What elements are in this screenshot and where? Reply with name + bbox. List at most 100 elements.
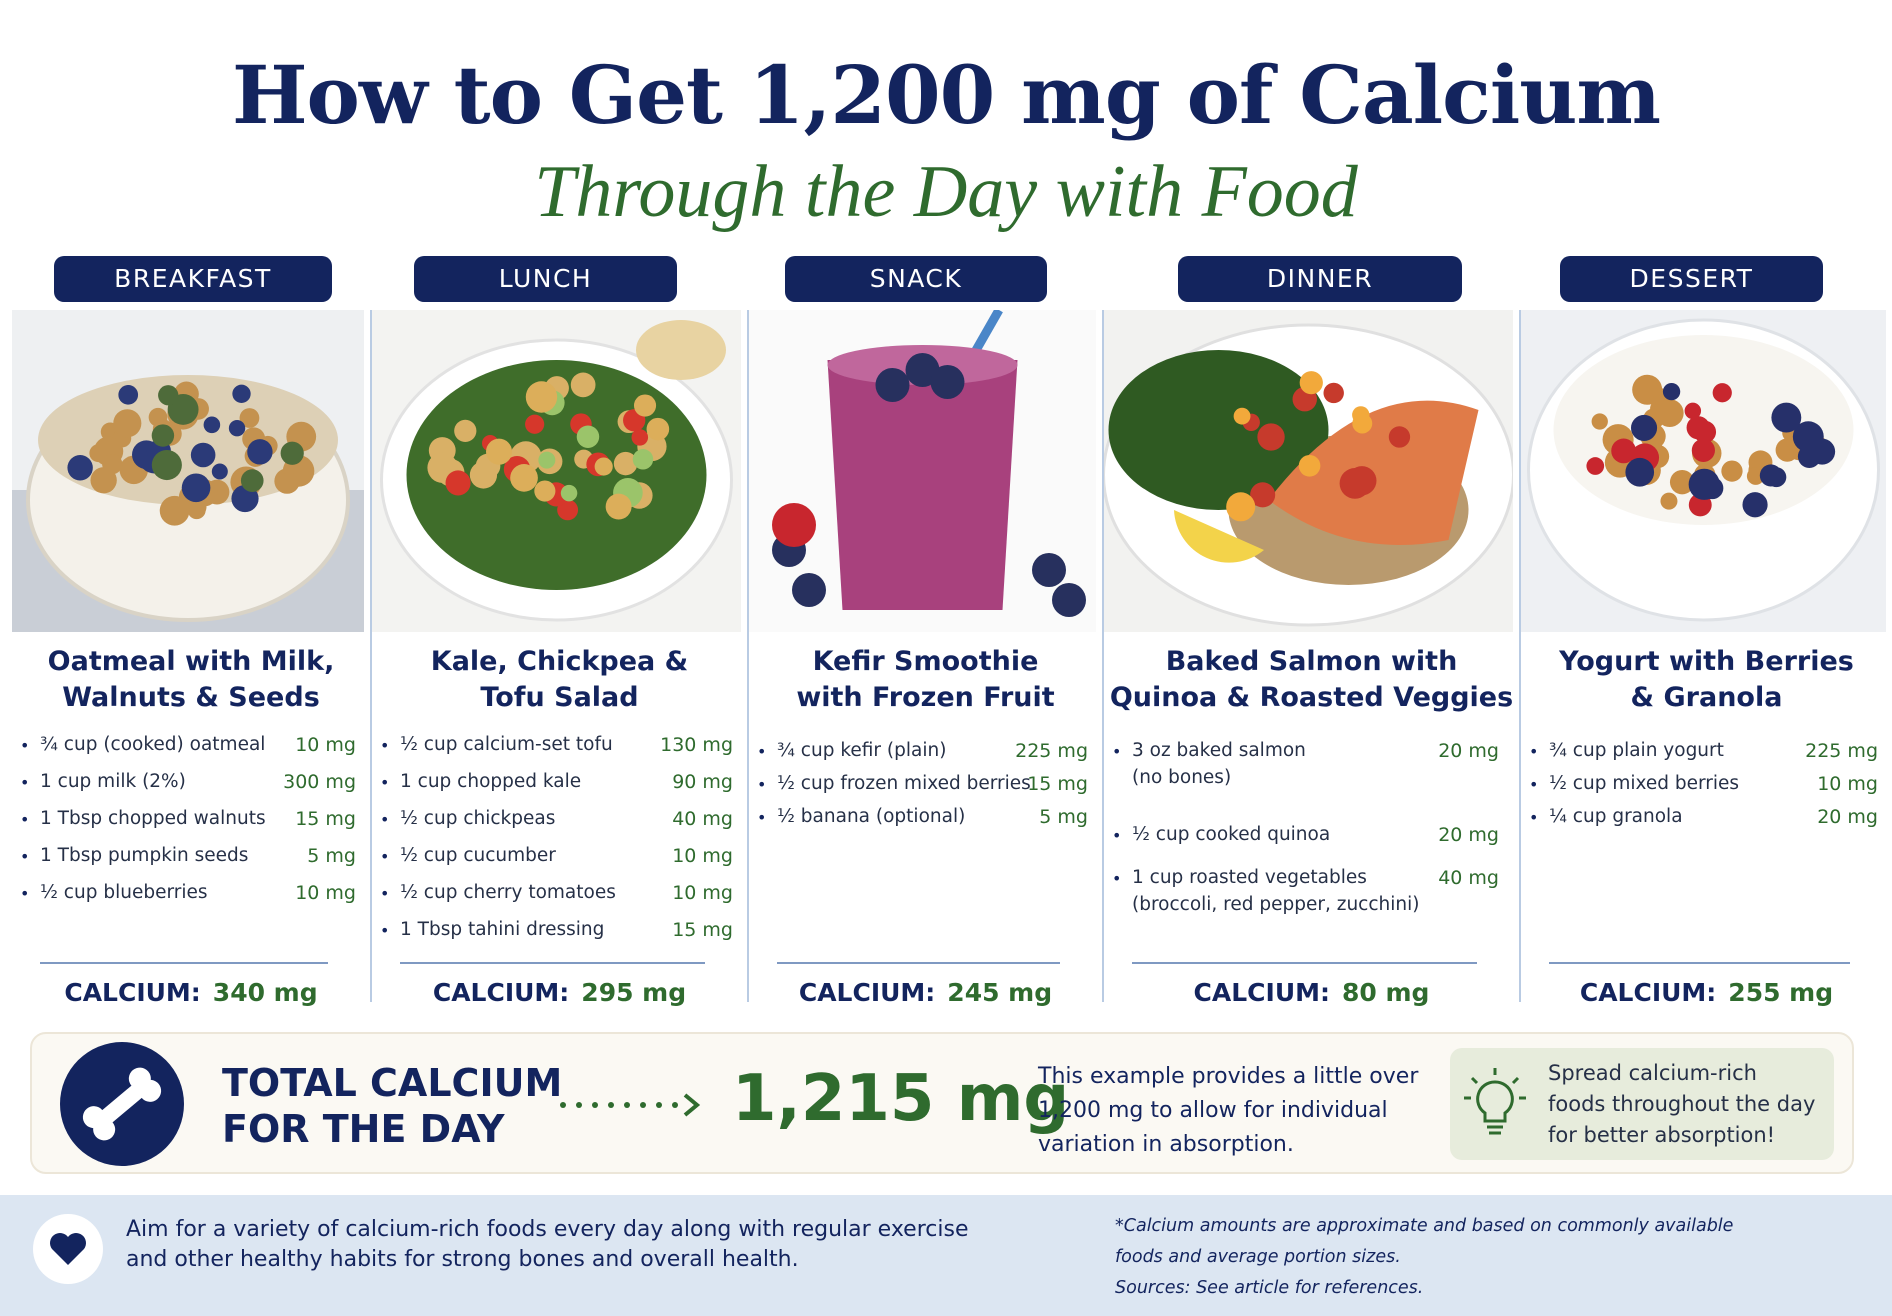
illustration-part — [792, 573, 826, 607]
total-label: CALCIUM: — [1579, 978, 1717, 1007]
message-line: Aim for a variety of calcium-rich foods … — [126, 1217, 969, 1242]
column-separator — [370, 310, 372, 1002]
illustration-part — [1257, 423, 1285, 451]
illustration-part — [576, 425, 600, 448]
total-label-line: TOTAL CALCIUM — [222, 1061, 563, 1105]
disclaimer: *Calcium amounts are approximate and bas… — [1115, 1211, 1733, 1304]
column-separator — [747, 310, 749, 1002]
total-value: 80 mg — [1342, 978, 1430, 1007]
dish-line: & Granola — [1630, 682, 1783, 713]
bullet: • — [1112, 826, 1122, 845]
total-value: 255 mg — [1728, 978, 1834, 1007]
item-food: 1 cup chopped kale — [400, 771, 582, 792]
item-food: 3 oz baked salmon — [1132, 740, 1306, 761]
total-label: TOTAL CALCIUM FOR THE DAY — [222, 1060, 562, 1152]
illustration-part — [1684, 402, 1702, 420]
note-line: 1,200 mg to allow for individual — [1038, 1098, 1388, 1123]
column-rule — [40, 962, 328, 964]
column-rule — [777, 962, 1060, 964]
dish-name: Oatmeal with Milk, Walnuts & Seeds — [12, 644, 370, 716]
meal-photo — [1521, 310, 1886, 632]
item-detail: (broccoli, red pepper, zucchini) — [1132, 894, 1420, 915]
lightbulb-icon — [1464, 1068, 1526, 1135]
item-food: 1 cup roasted vegetables — [1132, 867, 1367, 888]
illustration-part — [159, 495, 190, 526]
illustration-part — [636, 320, 726, 380]
total-amount: 1,215 mg — [732, 1062, 1070, 1136]
dish-name: Yogurt with Berries & Granola — [1521, 644, 1892, 716]
illustration-part — [1108, 350, 1329, 510]
bullet: • — [20, 847, 30, 866]
illustration-part — [469, 461, 498, 489]
total-value: 340 mg — [212, 978, 318, 1007]
bullet: • — [380, 736, 390, 755]
illustration-part — [1233, 407, 1251, 425]
food-illustration — [749, 310, 1096, 632]
bullet: • — [757, 808, 767, 827]
item-amount: 15 mg — [672, 919, 733, 941]
meal-label: BREAKFAST — [54, 256, 332, 302]
illustration-part — [827, 360, 1018, 610]
item-amount: 15 mg — [1027, 773, 1088, 795]
illustration-part — [613, 451, 638, 476]
illustration-part — [1298, 454, 1321, 477]
illustration-part — [486, 438, 513, 465]
illustration-part — [1669, 469, 1695, 495]
total-label: CALCIUM: — [432, 978, 570, 1007]
illustration-part — [454, 419, 477, 443]
item-food: ¾ cup (cooked) oatmeal — [40, 734, 266, 755]
column-rule — [1132, 962, 1477, 964]
item-food: ½ banana (optional) — [777, 806, 966, 827]
meal-photo — [1104, 310, 1513, 632]
item-food: ½ cup chickpeas — [400, 808, 556, 829]
illustration-part — [1611, 438, 1637, 464]
item-amount: 20 mg — [1438, 740, 1499, 762]
item-amount: 15 mg — [295, 808, 356, 830]
bullet: • — [757, 775, 767, 794]
bullet: • — [1112, 742, 1122, 761]
item-food: ¼ cup granola — [1549, 806, 1683, 827]
illustration-part — [232, 384, 251, 403]
illustration-part — [1712, 383, 1732, 403]
illustration-part — [1174, 510, 1264, 563]
item-amount: 40 mg — [672, 808, 733, 830]
dish-line: Yogurt with Berries — [1559, 646, 1854, 677]
illustration-part — [280, 441, 304, 465]
dish-line: Baked Salmon with — [1165, 646, 1458, 677]
dish-line: Kefir Smoothie — [812, 646, 1039, 677]
illustration-part — [151, 424, 175, 447]
footer: Aim for a variety of calcium-rich foods … — [0, 1195, 1892, 1316]
total-label-line: FOR THE DAY — [222, 1107, 505, 1151]
tip-box: Spread calcium-rich foods throughout the… — [1450, 1048, 1834, 1160]
illustration-part — [605, 493, 632, 520]
item-food: 1 Tbsp tahini dressing — [400, 919, 605, 940]
illustration-part — [646, 417, 670, 441]
item-amount: 10 mg — [1817, 773, 1878, 795]
item-amount: 300 mg — [283, 771, 356, 793]
illustration-part — [1766, 467, 1787, 488]
bone-icon — [60, 1042, 184, 1166]
message-line: and other healthy habits for strong bone… — [126, 1247, 799, 1272]
food-illustration — [1104, 310, 1513, 632]
illustration-part — [203, 416, 221, 434]
meal-total: CALCIUM: 255 mg — [1521, 978, 1892, 1007]
bullet: • — [20, 736, 30, 755]
column-separator — [1102, 310, 1104, 1002]
item-food: ½ cup cherry tomatoes — [400, 882, 616, 903]
bullet: • — [1529, 742, 1539, 761]
subtitle: Through the Day with Food — [534, 151, 1358, 233]
item-food: ½ cup cooked quinoa — [1132, 824, 1331, 845]
dish-line: Oatmeal with Milk, — [47, 646, 335, 677]
note-line: variation in absorption. — [1038, 1132, 1294, 1157]
bullet: • — [380, 884, 390, 903]
illustration-part — [1226, 492, 1256, 522]
food-illustration — [1521, 310, 1886, 632]
illustration-part — [1388, 426, 1411, 448]
dish-line: Quinoa & Roasted Veggies — [1109, 682, 1514, 713]
dish-name: Kefir Smoothie with Frozen Fruit — [749, 644, 1102, 716]
illustration-part — [239, 408, 260, 428]
illustration-part — [102, 454, 123, 475]
meal-label: DINNER — [1178, 256, 1462, 302]
illustration-part — [151, 449, 182, 481]
item-amount: 225 mg — [1805, 740, 1878, 762]
